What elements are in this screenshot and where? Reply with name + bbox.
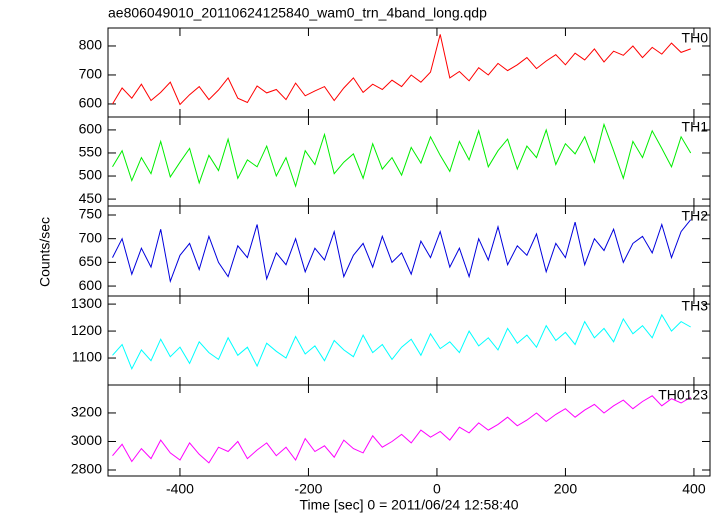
x-tick-label: -200 [294, 481, 322, 497]
x-tick-label: 400 [682, 481, 706, 497]
x-tick-label: -400 [166, 481, 194, 497]
y-tick-label: 1200 [71, 322, 102, 338]
y-tick-label: 600 [79, 121, 103, 137]
panel-label: TH3 [682, 298, 709, 314]
y-tick-label: 3200 [71, 404, 102, 420]
y-axis-label: Counts/sec [37, 217, 53, 287]
panel-label: TH1 [682, 119, 709, 135]
y-tick-label: 750 [79, 206, 103, 222]
x-axis-label: Time [sec] 0 = 2011/06/24 12:58:40 [299, 497, 518, 513]
data-line [112, 122, 692, 188]
y-tick-label: 600 [79, 95, 103, 111]
y-tick-label: 2800 [71, 461, 102, 477]
data-line [112, 395, 691, 464]
x-tick-label: 200 [554, 481, 578, 497]
y-tick-label: 3000 [71, 432, 102, 448]
y-tick-label: 800 [79, 37, 103, 53]
y-tick-label: 1300 [71, 295, 102, 311]
chart-title: ae806049010_20110624125840_wam0_trn_4ban… [108, 5, 487, 21]
y-tick-label: 650 [79, 253, 103, 269]
panel-frame [107, 116, 711, 207]
y-tick-label: 550 [79, 144, 103, 160]
y-tick-label: 450 [79, 190, 103, 206]
data-line [112, 34, 691, 106]
x-tick-label: 0 [433, 481, 441, 497]
y-tick-label: 1100 [72, 349, 102, 365]
y-tick-label: 700 [79, 66, 103, 82]
panel-label: TH0 [682, 30, 709, 46]
data-line [112, 313, 691, 371]
y-tick-label: 700 [79, 229, 103, 245]
data-line [112, 219, 692, 284]
panel-frame [107, 27, 711, 118]
y-tick-label: 500 [79, 167, 103, 183]
y-tick-label: 600 [79, 277, 103, 293]
panel-label: TH2 [682, 208, 709, 224]
panel-frame [107, 384, 711, 477]
panel-label: TH0123 [658, 387, 708, 403]
